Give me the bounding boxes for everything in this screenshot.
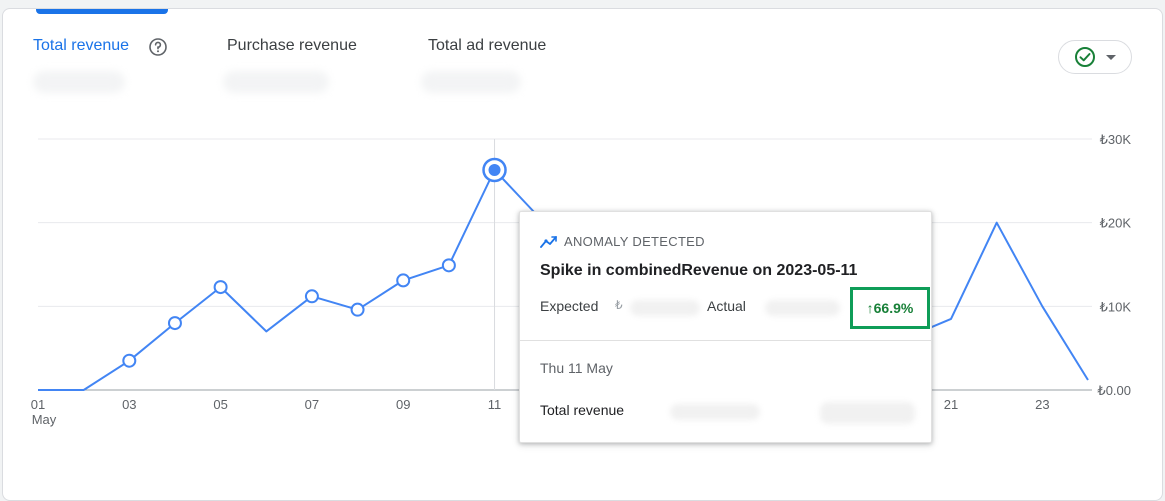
x-tick-label: 05 [213, 397, 227, 412]
tab-purchase-revenue[interactable]: Purchase revenue [227, 37, 357, 54]
help-circle-icon[interactable] [148, 37, 168, 57]
redacted-metric-value [670, 404, 760, 420]
check-circle-icon [1075, 47, 1095, 67]
x-tick-sublabel: May [32, 412, 57, 427]
x-tick-label: 09 [396, 397, 410, 412]
data-point [396, 273, 411, 288]
anomaly-trend-icon [540, 235, 557, 248]
expected-currency: ₺ [615, 298, 623, 312]
chevron-down-icon [1106, 54, 1116, 60]
arrow-up-icon: ↑ [866, 300, 874, 316]
y-tick-label: ₺0.00 [1097, 383, 1131, 398]
tab-total-ad-revenue[interactable]: Total ad revenue [428, 37, 547, 54]
redacted-metric-value [820, 402, 915, 424]
comparison-dropdown-button[interactable] [1058, 40, 1132, 74]
tooltip-date: Thu 11 May [540, 360, 613, 376]
data-point [304, 289, 319, 304]
data-point [122, 353, 137, 368]
expected-label: Expected [540, 298, 599, 314]
y-tick-label: ₺10K [1100, 299, 1132, 314]
redacted-expected-value [630, 300, 700, 316]
x-tick-label: 11 [488, 397, 502, 412]
blurred-tab-value [33, 71, 125, 93]
y-tick-label: ₺30K [1100, 132, 1132, 147]
y-tick-label: ₺20K [1100, 216, 1132, 231]
data-point [441, 258, 456, 273]
x-tick-label: 21 [944, 397, 958, 412]
active-tab-indicator [36, 9, 168, 14]
tooltip-divider [520, 340, 931, 341]
redacted-actual-value [765, 300, 840, 316]
tooltip-metric-label: Total revenue [540, 402, 625, 418]
anomaly-tooltip: ANOMALY DETECTED Spike in combinedRevenu… [519, 211, 932, 443]
data-point [213, 280, 228, 295]
blurred-tab-value [421, 71, 521, 93]
x-tick-label: 23 [1035, 397, 1049, 412]
percent-change-value: 66.9% [873, 300, 914, 316]
x-tick-label: 01 [31, 397, 45, 412]
anomaly-title: Spike in combinedRevenue on 2023-05-11 [540, 262, 858, 279]
actual-label: Actual [707, 298, 746, 314]
percent-change-badge: ↑ 66.9% [850, 287, 930, 329]
data-point [167, 316, 182, 331]
data-point [350, 302, 365, 317]
x-tick-label: 03 [122, 397, 136, 412]
tab-total-revenue[interactable]: Total revenue [33, 37, 130, 54]
anomaly-point [488, 163, 501, 176]
x-tick-label: 07 [305, 397, 319, 412]
blurred-tab-value [223, 71, 329, 93]
anomaly-kicker: ANOMALY DETECTED [564, 234, 705, 249]
